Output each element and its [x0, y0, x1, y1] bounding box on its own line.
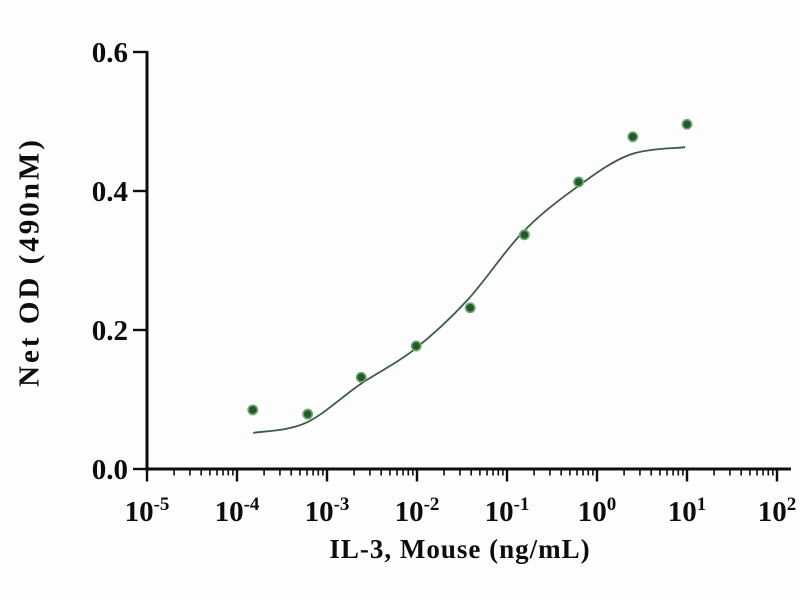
data-point [518, 229, 530, 241]
y-axis-title: Net OD (490nM) [13, 137, 46, 387]
x-tick-label: 102 [758, 494, 797, 528]
x-tick-label: 10-2 [395, 494, 440, 528]
data-point [627, 131, 639, 143]
data-point [302, 408, 314, 420]
y-tick-label: 0.4 [92, 176, 128, 208]
fit-curve [253, 146, 686, 434]
data-point [410, 340, 422, 352]
x-tick-label: 100 [578, 494, 617, 528]
x-tick-label: 10-5 [125, 494, 170, 528]
x-tick-label: 10-3 [305, 494, 350, 528]
x-tick-label: 101 [668, 494, 707, 528]
y-tick-label: 0.0 [92, 454, 128, 486]
y-tick-label: 0.6 [92, 37, 128, 69]
data-point [355, 371, 367, 383]
x-axis-title: IL-3, Mouse (ng/mL) [329, 534, 591, 564]
x-tick-label: 10-4 [215, 494, 260, 528]
x-tick-label: 10-1 [485, 494, 530, 528]
data-point [681, 118, 693, 130]
data-point [464, 302, 476, 314]
y-tick-label: 0.2 [92, 315, 128, 347]
data-point [573, 176, 585, 188]
data-point [247, 404, 259, 416]
